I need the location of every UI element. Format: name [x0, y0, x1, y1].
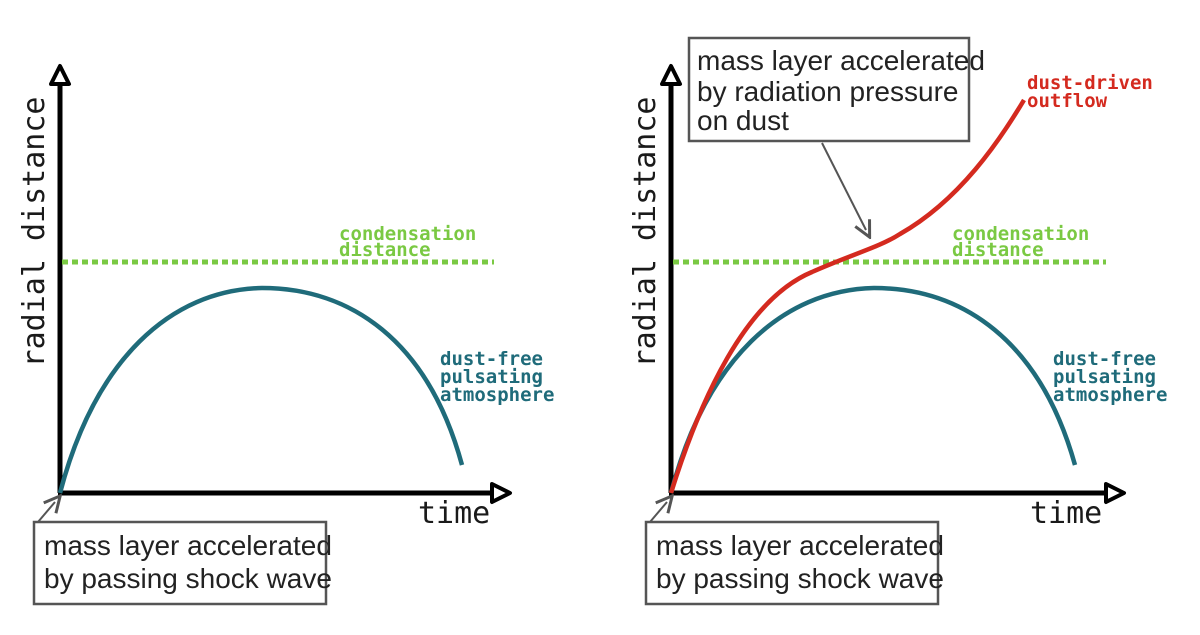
left-shock-note-line1: mass layer accelerated: [44, 530, 332, 561]
right-atmosphere-label-line3: atmosphere: [1053, 384, 1167, 406]
right-radiation-note-line3: on dust: [697, 105, 789, 136]
left-atmosphere-curve: [57, 285, 465, 494]
left-atmosphere-label-line2: pulsating: [440, 366, 543, 388]
right-x-axis-arrowhead: [1104, 482, 1126, 504]
right-y-axis-arrowhead: [660, 64, 682, 86]
right-condensation-label-line2: distance: [952, 239, 1044, 261]
left-shock-note-box: [32, 520, 328, 606]
right-shock-pointer: [649, 502, 667, 523]
right-radiation-pointer: [821, 142, 866, 230]
left-x-axis-title: time: [418, 496, 490, 531]
right-shock-note-line1: mass layer accelerated: [656, 530, 944, 561]
right-condensation-label-line1: condensation: [952, 223, 1089, 245]
left-condensation-label-line2: distance: [339, 239, 431, 261]
left-panel: radial distance time condensation distan…: [17, 64, 554, 606]
right-outflow-curve: [668, 98, 1026, 494]
left-x-axis-arrowhead: [490, 482, 512, 504]
right-radiation-note-line2: by radiation pressure: [697, 76, 958, 107]
left-atmosphere-label-line3: atmosphere: [440, 384, 554, 406]
left-atmosphere-label-line1: dust-free: [440, 348, 543, 370]
left-shock-note-line2: by passing shock wave: [44, 563, 332, 594]
right-radiation-note-line1: mass layer accelerated: [697, 45, 985, 76]
right-outflow-label-line2: outflow: [1027, 90, 1108, 112]
right-atmosphere-label-line2: pulsating: [1053, 366, 1156, 388]
right-atmosphere-curve: [668, 285, 1078, 494]
right-outflow-label-line1: dust-driven: [1027, 72, 1153, 94]
left-y-axis-title: radial distance: [17, 97, 52, 368]
right-x-axis-title: time: [1030, 496, 1102, 531]
left-shock-pointer: [37, 502, 55, 523]
right-atmosphere-label-line1: dust-free: [1053, 348, 1156, 370]
right-radiation-note-box: [687, 36, 971, 143]
right-panel: radial distance time condensation distan…: [628, 36, 1167, 606]
right-shock-note-box: [644, 520, 940, 606]
left-y-axis-arrowhead: [49, 64, 71, 86]
right-y-axis-title: radial distance: [628, 97, 663, 368]
left-condensation-label-line1: condensation: [339, 223, 476, 245]
right-shock-note-line2: by passing shock wave: [656, 563, 944, 594]
